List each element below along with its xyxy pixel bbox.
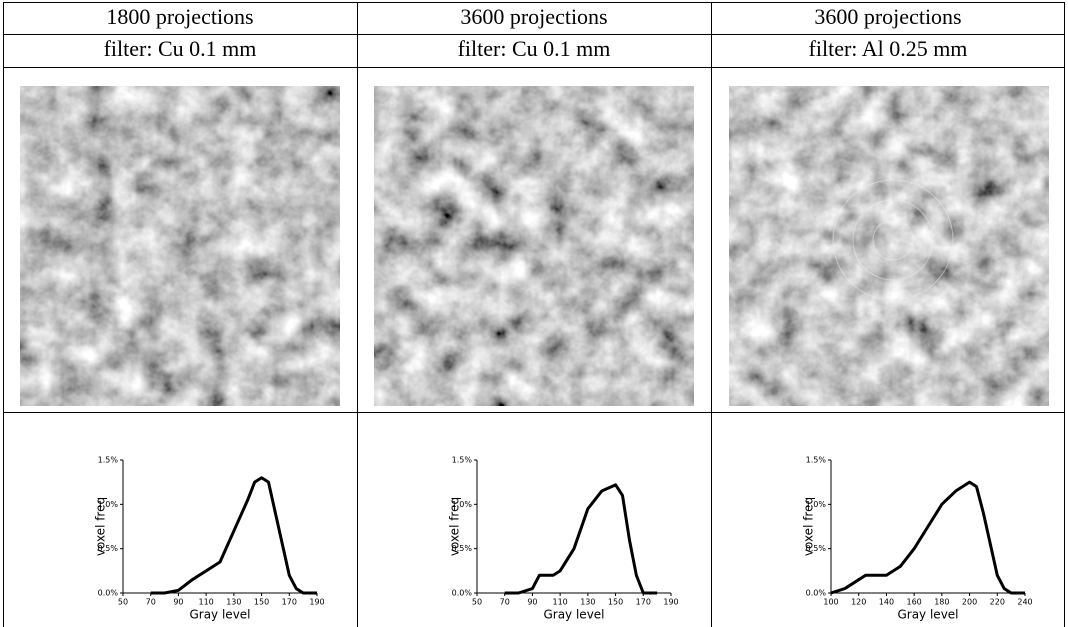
column-header: 1800 projections — [106, 4, 253, 29]
x-tick-label: 190 — [663, 598, 678, 607]
x-tick-label: 110 — [553, 598, 568, 607]
y-tick-label: 1.0% — [98, 500, 119, 509]
y-tick-label: 1.0% — [806, 500, 827, 509]
x-tick-label: 190 — [309, 598, 324, 607]
x-tick-label: 70 — [146, 598, 156, 607]
x-tick-label: 70 — [500, 598, 510, 607]
x-tick-label: 90 — [173, 598, 183, 607]
x-axis-label: Gray level — [543, 608, 604, 622]
x-axis-label: Gray level — [897, 608, 958, 622]
y-tick-label: 0.0% — [806, 589, 827, 598]
y-tick-label: 1.5% — [452, 456, 473, 465]
y-axis-label: voxel freq — [448, 497, 462, 556]
x-tick-label: 130 — [226, 598, 241, 607]
y-tick-label: 1.0% — [452, 500, 473, 509]
filter-label: filter: Al 0.25 mm — [809, 36, 968, 61]
x-tick-label: 130 — [580, 598, 595, 607]
x-tick-label: 90 — [527, 598, 537, 607]
x-tick-label: 110 — [199, 598, 214, 607]
x-tick-label: 160 — [907, 598, 922, 607]
column-header: 3600 projections — [460, 4, 607, 29]
y-axis-label: voxel freq — [94, 497, 108, 556]
y-tick-label: 0.5% — [806, 544, 827, 553]
y-tick-label: 0.0% — [452, 589, 473, 598]
ct-slice-image — [729, 86, 1049, 406]
x-tick-label: 100 — [823, 598, 838, 607]
x-tick-label: 180 — [934, 598, 949, 607]
histogram-line — [504, 483, 658, 595]
table-borders — [3, 2, 1065, 627]
x-tick-label: 170 — [636, 598, 651, 607]
x-tick-label: 170 — [282, 598, 297, 607]
column-header: 3600 projections — [814, 4, 961, 29]
histogram-line — [150, 476, 317, 595]
y-tick-label: 0.0% — [98, 589, 119, 598]
ring-artifacts — [832, 179, 954, 301]
x-axis-label: Gray level — [189, 608, 250, 622]
filter-label: filter: Cu 0.1 mm — [458, 36, 611, 61]
ct-slice-image — [20, 86, 340, 406]
x-tick-label: 150 — [254, 598, 269, 607]
y-tick-label: 0.5% — [98, 544, 119, 553]
x-tick-label: 220 — [990, 598, 1005, 607]
x-tick-label: 200 — [962, 598, 977, 607]
y-tick-label: 1.5% — [806, 456, 827, 465]
y-tick-label: 1.5% — [98, 456, 119, 465]
x-tick-label: 240 — [1017, 598, 1032, 607]
x-tick-label: 50 — [118, 598, 128, 607]
filter-label: filter: Cu 0.1 mm — [104, 36, 257, 61]
ct-slice-image — [374, 86, 694, 406]
y-tick-label: 0.5% — [452, 544, 473, 553]
y-axis-label: voxel freq — [802, 497, 816, 556]
histogram-line — [830, 480, 1025, 595]
x-tick-label: 50 — [472, 598, 482, 607]
x-tick-label: 140 — [879, 598, 894, 607]
x-tick-label: 150 — [608, 598, 623, 607]
x-tick-label: 120 — [851, 598, 866, 607]
